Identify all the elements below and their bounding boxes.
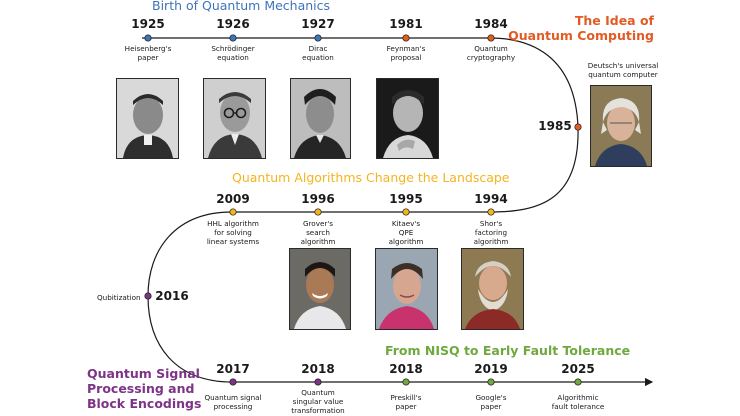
dot-2018-preskill: [402, 378, 410, 386]
year-2025: 2025: [561, 362, 595, 376]
dot-1984: [487, 34, 495, 42]
dot-1926: [229, 34, 237, 42]
event-cryptography: Quantum cryptography: [466, 44, 516, 62]
section-heading-algorithms: Quantum Algorithms Change the Landscape: [232, 170, 510, 185]
section-heading-qsp: Quantum Signal Processing and Block Enco…: [87, 366, 202, 411]
year-1926: 1926: [216, 17, 250, 31]
event-schrodinger: Schrödinger equation: [211, 44, 255, 62]
schrodinger-portrait: [203, 78, 266, 159]
dot-1981: [402, 34, 410, 42]
section-heading-idea: The Idea of Quantum Computing: [508, 13, 654, 43]
dot-2016: [144, 292, 152, 300]
year-1995: 1995: [389, 192, 423, 206]
shor-portrait: [461, 248, 524, 330]
heisenberg-portrait: [116, 78, 179, 159]
event-dirac: Dirac equation: [302, 44, 334, 62]
event-algorithmic-ft: Algorithmic fault tolerance: [551, 393, 605, 411]
year-1925: 1925: [131, 17, 165, 31]
year-1994: 1994: [474, 192, 508, 206]
year-1996: 1996: [301, 192, 335, 206]
dot-1925: [144, 34, 152, 42]
dot-2009: [229, 208, 237, 216]
event-hhl: HHL algorithm for solving linear systems: [206, 219, 260, 246]
event-google: Google's paper: [475, 393, 507, 411]
event-qubitization: Qubitization: [97, 293, 141, 302]
feynman-portrait: [376, 78, 439, 159]
year-2019: 2019: [474, 362, 508, 376]
dot-1996: [314, 208, 322, 216]
year-1927: 1927: [301, 17, 335, 31]
dot-2019: [487, 378, 495, 386]
event-qsvt: Quantum singular value transformation: [291, 388, 345, 415]
section-heading-nisq: From NISQ to Early Fault Tolerance: [385, 343, 631, 358]
year-1985: 1985: [538, 119, 572, 133]
dot-2017: [229, 378, 237, 386]
dot-2018-qsvt: [314, 378, 322, 386]
year-1984: 1984: [474, 17, 508, 31]
year-2018-preskill: 2018: [389, 362, 423, 376]
kitaev-portrait: [375, 248, 438, 330]
section-heading-birth: Birth of Quantum Mechanics: [152, 0, 331, 13]
dot-1994: [487, 208, 495, 216]
year-2016: 2016: [155, 289, 189, 303]
grover-portrait: [289, 248, 351, 330]
event-heisenberg: Heisenberg's paper: [124, 44, 172, 62]
dot-1995: [402, 208, 410, 216]
event-shor: Shor's factoring algorithm: [473, 219, 509, 246]
deutsch-portrait: [590, 85, 652, 167]
dot-1927: [314, 34, 322, 42]
event-qsp: Quantum signal processing: [204, 393, 262, 411]
event-grover: Grover's search algorithm: [300, 219, 336, 246]
dirac-portrait: [290, 78, 351, 159]
event-deutsch: Deutsch's universal quantum computer: [587, 61, 659, 79]
event-feynman: Feynman's proposal: [386, 44, 426, 62]
event-preskill: Preskill's paper: [390, 393, 422, 411]
dot-2025: [574, 378, 582, 386]
year-2017: 2017: [216, 362, 250, 376]
dot-1985: [574, 123, 582, 131]
year-2018-qsvt: 2018: [301, 362, 335, 376]
year-2009: 2009: [216, 192, 250, 206]
event-kitaev: Kitaev's QPE algorithm: [388, 219, 424, 246]
year-1981: 1981: [389, 17, 423, 31]
